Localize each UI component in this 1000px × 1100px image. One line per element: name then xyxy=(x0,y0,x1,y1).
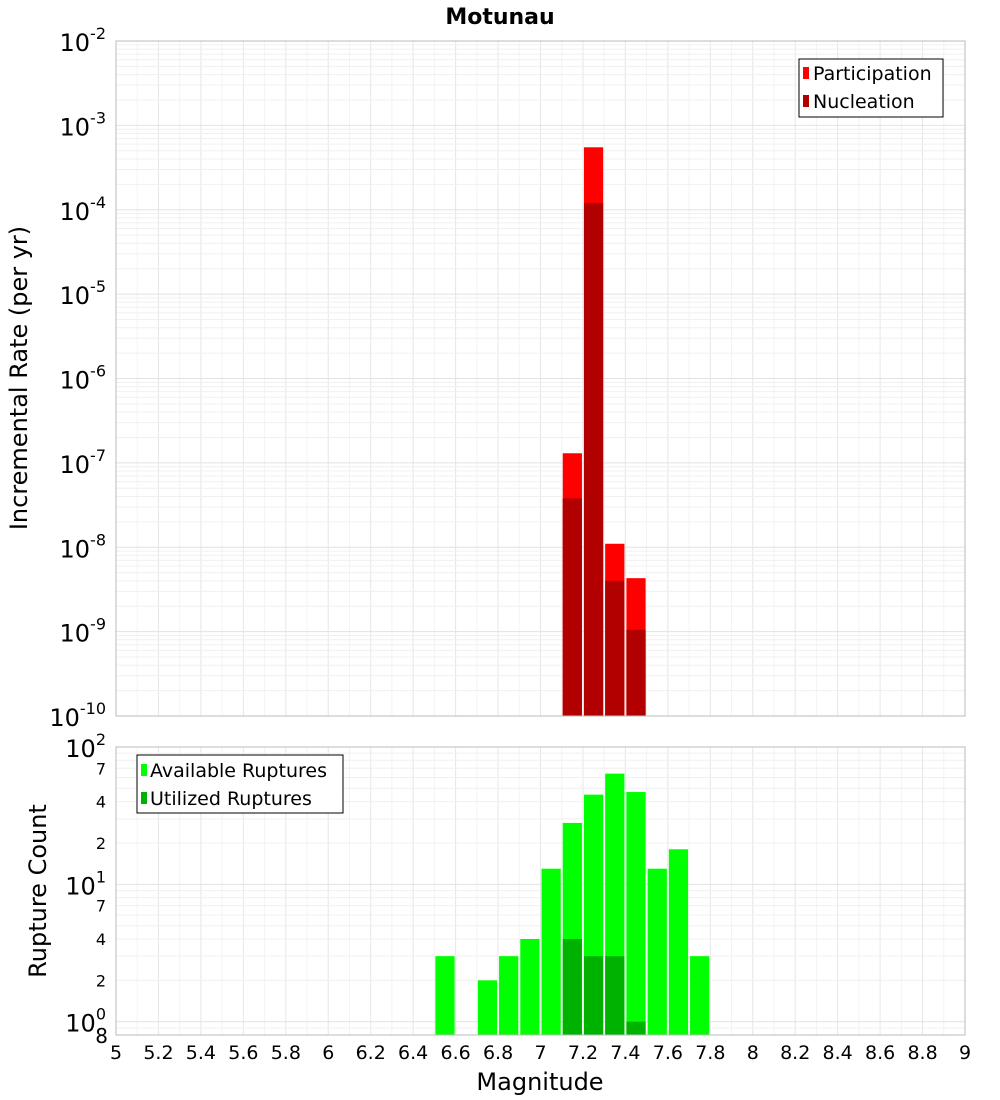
legend-label-nucleation: Nucleation xyxy=(813,91,915,113)
bar-available-ruptures-6.55 xyxy=(435,956,455,1035)
top-plot-border xyxy=(115,40,966,717)
top-legend: Participation Nucleation xyxy=(798,58,944,118)
legend-label-available: Available Ruptures xyxy=(150,760,327,782)
bar-utilized-ruptures-7.25 xyxy=(583,956,604,1035)
x-tick-label: 5 xyxy=(110,1042,122,1064)
bar-nucleation-7.25 xyxy=(583,203,604,716)
x-tick-label: 6.2 xyxy=(356,1042,386,1064)
legend-label-utilized: Utilized Ruptures xyxy=(150,788,312,810)
x-tick-label: 5.4 xyxy=(186,1042,216,1064)
x-tick-label: 7.2 xyxy=(568,1042,598,1064)
legend-swatch-nucleation xyxy=(803,95,809,107)
bar-nucleation-7.35 xyxy=(605,580,625,716)
x-tick-label: 8 xyxy=(747,1042,759,1064)
y-tick-label: 102 xyxy=(65,730,106,763)
bar-nucleation-7.45 xyxy=(626,629,646,716)
bar-nucleation-7.15 xyxy=(562,498,582,716)
y-minor-tick-label: 4 xyxy=(96,930,106,949)
bar-available-ruptures-7.05 xyxy=(541,868,561,1035)
x-tick-label: 6.6 xyxy=(440,1042,470,1064)
bar-available-ruptures-6.75 xyxy=(477,980,498,1035)
x-tick-label: 9 xyxy=(959,1042,971,1064)
top-grid xyxy=(115,41,966,717)
x-tick-label: 8.8 xyxy=(907,1042,937,1064)
bar-available-ruptures-7.65 xyxy=(668,849,689,1035)
bottom-plot-border xyxy=(115,746,966,1036)
y-minor-tick-label: 2 xyxy=(96,834,106,853)
x-tick-label: 5.6 xyxy=(228,1042,258,1064)
top-bars xyxy=(562,147,646,717)
bar-utilized-ruptures-7.35 xyxy=(605,956,625,1035)
chart-title: Motunau xyxy=(445,5,554,30)
y-tick-label: 10-2 xyxy=(60,24,107,57)
top-y-ticks: 10-10 10-9 10-8 10-7 10-6 10-5 10-4 10-3 10-2 xyxy=(49,24,106,732)
bottom-y-axis-label: Rupture Count xyxy=(24,804,52,978)
x-tick-label: 8.2 xyxy=(780,1042,810,1064)
bar-available-ruptures-6.95 xyxy=(520,939,540,1035)
x-tick-label: 5.2 xyxy=(143,1042,173,1064)
bar-available-ruptures-7.45 xyxy=(626,792,646,1035)
legend-swatch-utilized xyxy=(141,792,147,804)
y-minor-tick-label: 8 xyxy=(95,1024,108,1048)
bar-utilized-ruptures-7.15 xyxy=(562,939,582,1035)
y-tick-label: 100 xyxy=(65,1005,106,1038)
legend-swatch-participation xyxy=(803,67,809,79)
x-tick-label: 6.8 xyxy=(483,1042,513,1064)
y-minor-tick-label: 4 xyxy=(96,793,106,812)
y-minor-tick-label: 7 xyxy=(96,759,106,778)
x-tick-label: 7 xyxy=(534,1042,546,1064)
x-axis-label: Magnitude xyxy=(476,1068,603,1096)
bar-utilized-ruptures-7.45 xyxy=(626,1021,646,1035)
y-minor-tick-label: 7 xyxy=(96,897,106,916)
legend-label-participation: Participation xyxy=(813,63,932,85)
y-tick-label: 101 xyxy=(65,867,106,900)
x-tick-label: 7.6 xyxy=(653,1042,683,1064)
bar-available-ruptures-7.55 xyxy=(647,868,667,1035)
y-tick-label: 10-10 xyxy=(49,699,106,732)
y-tick-label: 10-7 xyxy=(60,446,107,479)
top-y-axis-label: Incremental Rate (per yr) xyxy=(5,226,33,530)
legend-swatch-available xyxy=(141,764,147,776)
bar-available-ruptures-6.85 xyxy=(499,956,519,1035)
x-tick-label: 7.4 xyxy=(610,1042,640,1064)
bottom-legend: Available Ruptures Utilized Ruptures xyxy=(136,754,344,814)
y-minor-tick-label: 2 xyxy=(96,971,106,990)
bottom-bars xyxy=(435,773,710,1035)
y-tick-label: 10-8 xyxy=(60,530,107,563)
x-tick-label: 6 xyxy=(322,1042,334,1064)
y-tick-label: 10-9 xyxy=(60,615,107,648)
y-tick-label: 10-6 xyxy=(60,362,107,395)
x-tick-label: 7.8 xyxy=(695,1042,725,1064)
x-tick-label: 8.6 xyxy=(865,1042,895,1064)
bar-available-ruptures-7.75 xyxy=(690,956,710,1035)
y-tick-label: 10-4 xyxy=(60,193,107,226)
x-ticks: 5 5.2 5.4 5.6 5.8 6 6.2 6.4 6.6 6.8 7 7.2 7.4 7.6 7.8 8… xyxy=(110,1042,971,1064)
y-tick-label: 10-5 xyxy=(60,277,107,310)
x-tick-label: 8.4 xyxy=(823,1042,853,1064)
y-tick-label: 10-3 xyxy=(60,108,107,141)
x-tick-label: 5.8 xyxy=(271,1042,301,1064)
bottom-y-ticks: 100 101 102 8 2 4 7 2 4 7 xyxy=(65,730,108,1048)
x-tick-label: 6.4 xyxy=(398,1042,428,1064)
